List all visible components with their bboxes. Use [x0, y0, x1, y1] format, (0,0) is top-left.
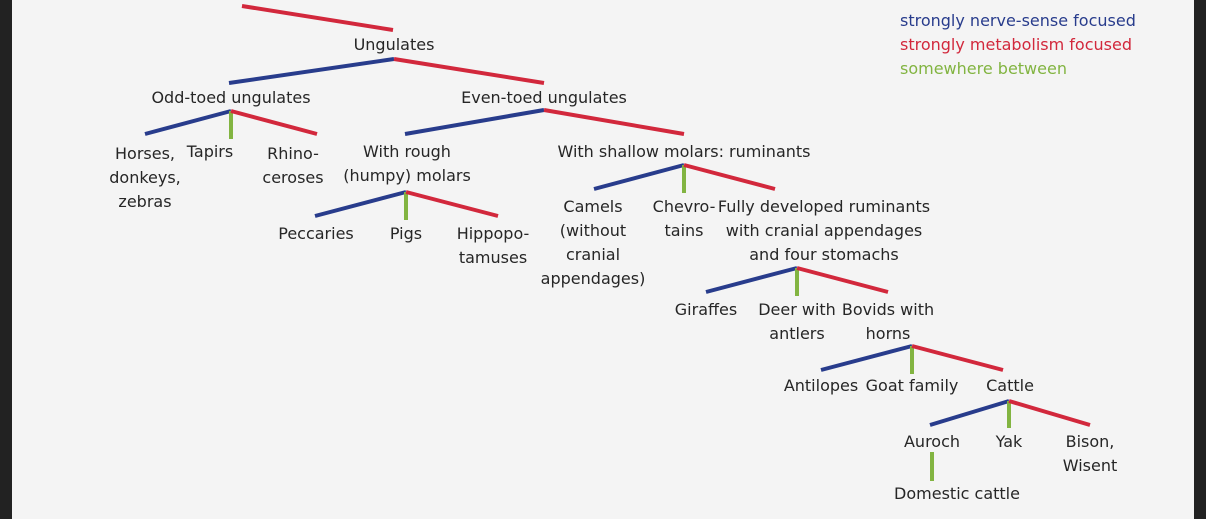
branch-full-ruminants [683, 163, 776, 191]
branch-root [241, 4, 394, 32]
branch-camels [593, 163, 685, 191]
node-fully-developed-ruminants: Fully developed ruminants with cranial a… [717, 197, 931, 264]
legend-nerve-sense: strongly nerve-sense focused [900, 11, 1136, 30]
branch-giraffes [705, 266, 798, 294]
node-goat-family: Goat family [865, 376, 959, 395]
node-auroch: Auroch [903, 432, 961, 451]
node-bovids-with-horns: Bovids with horns [841, 300, 935, 343]
node-ruminants: With shallow molars: ruminants [557, 142, 811, 161]
branch-bison [1008, 399, 1091, 427]
node-odd-toed-ungulates: Odd-toed ungulates [151, 88, 311, 107]
node-ungulates: Ungulates [353, 35, 435, 54]
legend-metabolism: strongly metabolism focused [900, 35, 1132, 54]
diagram-canvas: strongly nerve-sense focused strongly me… [12, 0, 1194, 519]
node-pigs: Pigs [389, 224, 423, 243]
branch-odd-toed [228, 57, 395, 85]
node-giraffes: Giraffes [674, 300, 738, 319]
branch-rough-molars [404, 108, 545, 136]
node-even-toed-ungulates: Even-toed ungulates [461, 88, 627, 107]
node-cattle: Cattle [986, 376, 1034, 395]
branch-auroch [929, 399, 1010, 427]
node-domestic-cattle: Domestic cattle [894, 484, 1020, 503]
branch-hippopotamuses [405, 190, 499, 218]
node-tapirs: Tapirs [186, 142, 234, 161]
node-rough-molars: With rough (humpy) molars [343, 142, 471, 185]
node-camels: Camels (without cranial appendages) [540, 197, 646, 288]
node-antilopes: Antilopes [783, 376, 859, 395]
branch-bovids [796, 266, 889, 294]
branch-ruminants [543, 108, 685, 136]
branch-antilopes [820, 344, 913, 372]
legend-between: somewhere between [900, 59, 1067, 78]
node-horses-donkeys-zebras: Horses, donkeys, zebras [109, 144, 181, 211]
node-yak: Yak [995, 432, 1023, 451]
branch-lines [144, 4, 1091, 481]
node-hippopotamuses: Hippopo- tamuses [456, 224, 530, 267]
node-rhinoceroses: Rhino- ceroses [262, 144, 324, 187]
node-peccaries: Peccaries [278, 224, 354, 243]
node-bison-wisent: Bison, Wisent [1062, 432, 1118, 475]
branch-peccaries [314, 190, 407, 218]
node-deer-with-antlers: Deer with antlers [758, 300, 836, 343]
branch-cattle [911, 344, 1004, 372]
branch-rhinoceroses [230, 109, 318, 136]
branch-horses [144, 109, 232, 136]
branch-even-toed [393, 57, 545, 85]
node-chevrotains: Chevro- tains [652, 197, 716, 240]
